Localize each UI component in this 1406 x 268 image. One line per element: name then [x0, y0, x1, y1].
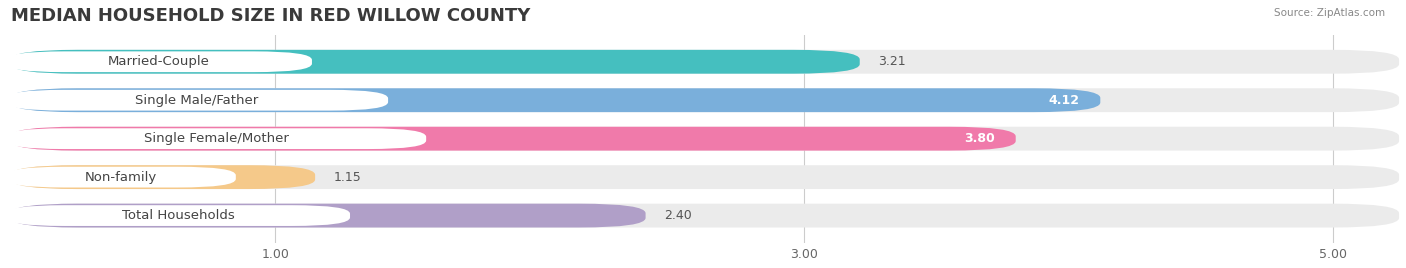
FancyBboxPatch shape [6, 205, 350, 226]
FancyBboxPatch shape [11, 50, 859, 74]
Text: 1.15: 1.15 [333, 171, 361, 184]
FancyBboxPatch shape [6, 51, 312, 72]
FancyBboxPatch shape [11, 165, 315, 189]
Text: Single Female/Mother: Single Female/Mother [143, 132, 288, 145]
FancyBboxPatch shape [11, 88, 1399, 112]
Text: Source: ZipAtlas.com: Source: ZipAtlas.com [1274, 8, 1385, 18]
Text: Single Male/Father: Single Male/Father [135, 94, 259, 107]
Text: 2.40: 2.40 [664, 209, 692, 222]
FancyBboxPatch shape [11, 88, 1101, 112]
Text: 3.21: 3.21 [879, 55, 905, 68]
FancyBboxPatch shape [6, 128, 426, 149]
Text: Non-family: Non-family [84, 171, 157, 184]
Text: MEDIAN HOUSEHOLD SIZE IN RED WILLOW COUNTY: MEDIAN HOUSEHOLD SIZE IN RED WILLOW COUN… [11, 7, 530, 25]
Text: Married-Couple: Married-Couple [108, 55, 209, 68]
Text: 4.12: 4.12 [1047, 94, 1080, 107]
FancyBboxPatch shape [11, 204, 1399, 228]
FancyBboxPatch shape [11, 204, 645, 228]
Text: 3.80: 3.80 [965, 132, 994, 145]
FancyBboxPatch shape [11, 127, 1015, 151]
FancyBboxPatch shape [6, 90, 388, 111]
FancyBboxPatch shape [6, 167, 236, 188]
FancyBboxPatch shape [11, 50, 1399, 74]
Text: Total Households: Total Households [121, 209, 235, 222]
FancyBboxPatch shape [11, 165, 1399, 189]
FancyBboxPatch shape [11, 127, 1399, 151]
